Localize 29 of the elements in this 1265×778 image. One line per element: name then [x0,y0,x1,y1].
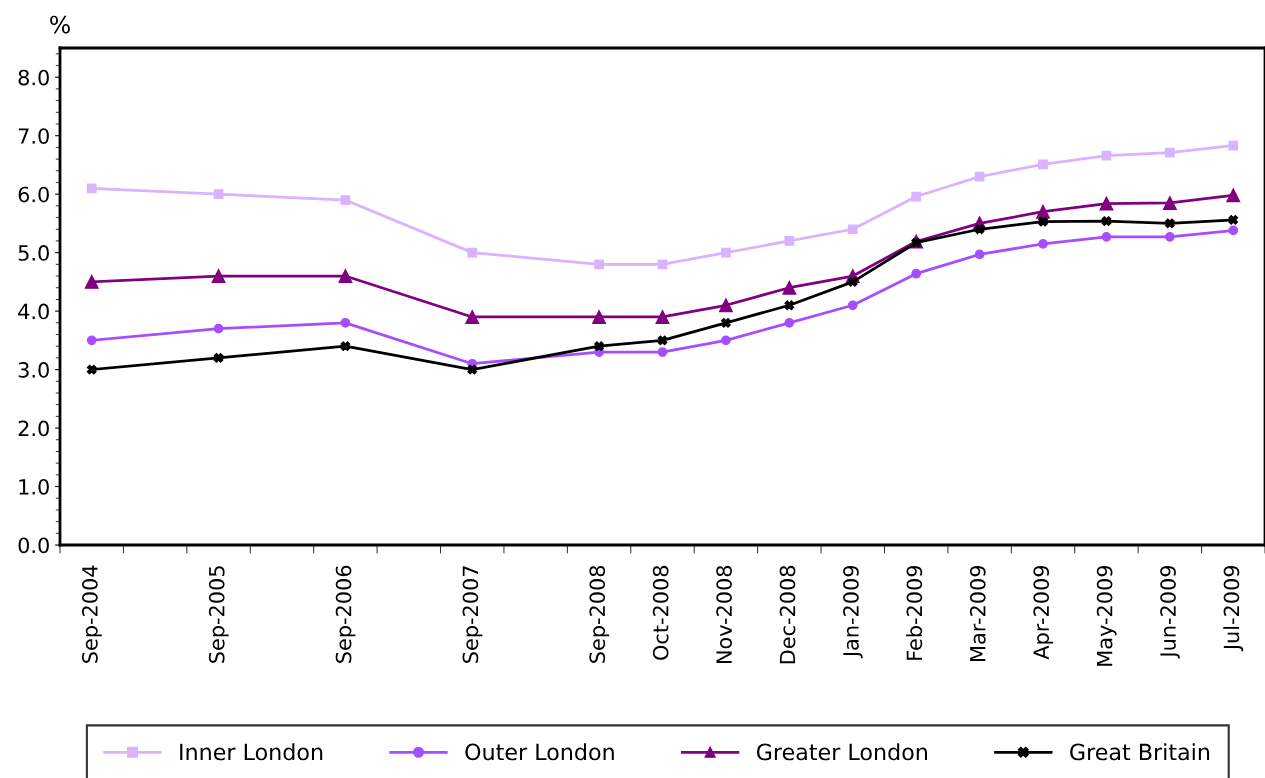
x-tick-label: Oct-2008 [652,565,669,660]
y-tick-label: 8.0 [18,69,49,86]
legend-label: Outer London [465,743,614,761]
x-tick-label: Mar-2009 [969,565,986,661]
x-tick-label: Sep-2005 [208,566,229,663]
x-tick-label: Feb-2009 [906,565,923,660]
x-tick-label: Sep-2006 [335,565,356,663]
x-tick-label: Sep-2007 [462,566,483,663]
x-tick-label: Dec-2008 [779,565,796,664]
y-tick-label: 5.0 [18,245,49,261]
legend-label: Inner London [180,743,323,761]
x-tick-label: Nov-2008 [716,565,732,664]
x-tick-label: Apr-2009 [1033,565,1054,660]
y-tick-label: 1.0 [19,478,49,495]
y-tick-label: 6.0 [18,186,49,203]
x-tick-label: Jul-2009 [1223,565,1244,652]
legend-label: Greater London [756,743,927,761]
y-tick-label: 4.0 [18,303,49,320]
x-tick-label: Sep-2008 [589,565,610,663]
y-axis-title: % [50,15,70,34]
x-tick-label: Jan-2009 [843,565,863,659]
y-tick-label: 3.0 [18,362,49,378]
y-tick-label: 2.0 [18,420,49,437]
legend-label: Great Britain [1070,743,1210,761]
x-tick-label: Sep-2004 [82,565,102,663]
x-tick-label: Jun-2009 [1160,565,1180,659]
x-tick-label: May-2009 [1096,565,1117,666]
y-tick-label: 7.0 [18,128,49,144]
y-tick-label: 0.0 [18,537,49,554]
